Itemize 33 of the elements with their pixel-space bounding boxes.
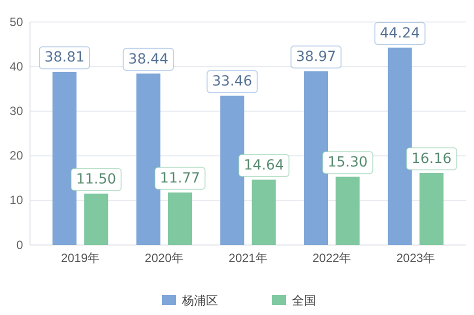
x-tick-label: 2019年 — [60, 251, 100, 265]
bar — [420, 172, 444, 245]
data-label: 14.64 — [244, 158, 284, 174]
y-tick-label: 0 — [16, 238, 24, 252]
y-tick-label: 20 — [10, 148, 24, 163]
x-tick-label: 2021年 — [228, 251, 268, 265]
data-label: 16.16 — [411, 150, 452, 167]
data-label: 11.50 — [76, 172, 116, 188]
legend-label: 杨浦区 — [181, 293, 218, 308]
bar — [252, 180, 276, 245]
x-tick-label: 2022年 — [312, 251, 352, 265]
legend-label: 全国 — [292, 293, 316, 308]
data-label: 38.44 — [128, 51, 168, 68]
y-tick-label: 50 — [10, 14, 24, 29]
bar — [220, 96, 244, 245]
data-label: 33.46 — [212, 74, 252, 90]
bar — [136, 74, 160, 245]
data-label: 38.81 — [44, 50, 85, 66]
data-label: 15.30 — [328, 154, 368, 171]
data-label: 11.77 — [160, 170, 200, 186]
x-tick-label: 2023年 — [396, 251, 436, 265]
y-tick-label: 10 — [10, 193, 24, 208]
bar — [52, 72, 76, 245]
bar — [304, 71, 328, 245]
bar — [84, 194, 108, 245]
y-tick-label: 30 — [10, 104, 24, 118]
bar — [336, 176, 360, 245]
bar — [388, 48, 412, 245]
bar — [168, 192, 192, 245]
data-label: 44.24 — [380, 26, 420, 42]
data-label: 38.97 — [296, 49, 336, 66]
y-tick-label: 40 — [10, 59, 24, 74]
x-tick-label: 2020年 — [144, 251, 184, 265]
